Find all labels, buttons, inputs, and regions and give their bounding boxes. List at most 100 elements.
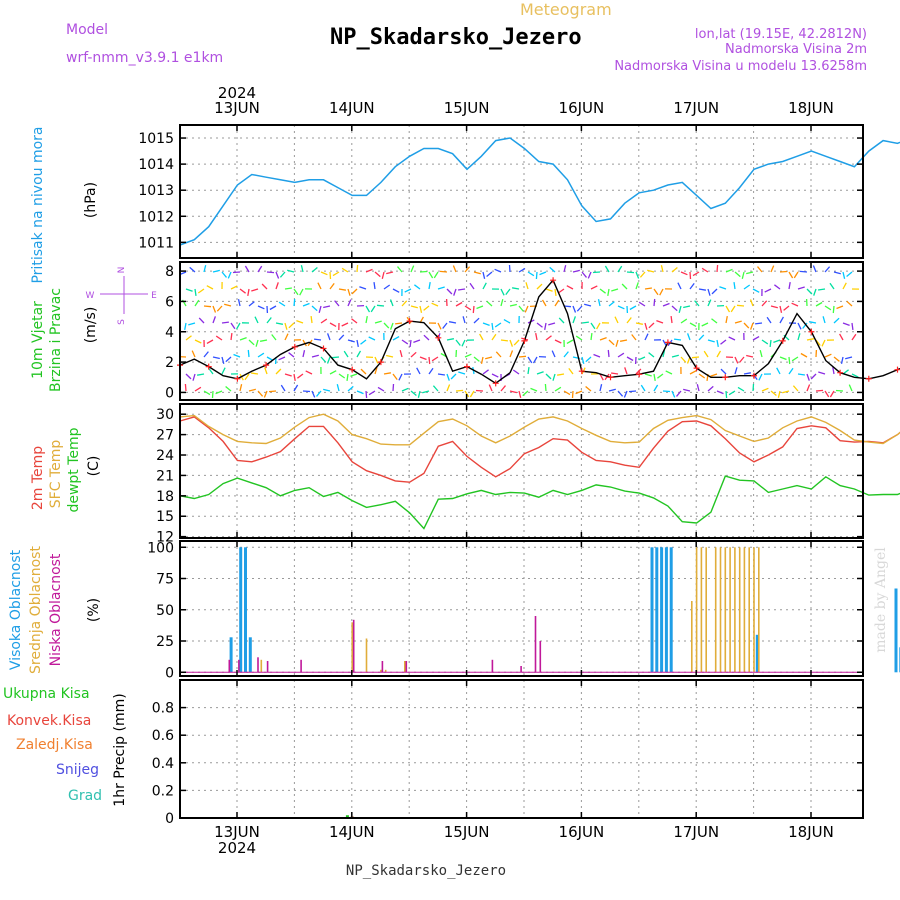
cloud-unit: (%) — [86, 598, 102, 622]
wind-marker — [320, 345, 327, 352]
wind-barb — [541, 299, 547, 307]
wind-barb — [617, 390, 624, 397]
wind-barb — [842, 322, 850, 327]
wind-barb — [278, 356, 286, 361]
wind-barb — [491, 322, 494, 330]
wind-barb — [203, 351, 209, 358]
cloud-bar — [257, 657, 259, 673]
wind-barb — [707, 288, 711, 296]
wind-barb — [184, 383, 187, 392]
wind-barb — [368, 336, 376, 341]
wind-barb — [626, 271, 635, 274]
wind-barb — [536, 322, 543, 328]
wind-barb — [431, 302, 439, 307]
wind-barb — [347, 299, 352, 307]
pressure-ylabel: Pritisak na nivou mora — [30, 126, 46, 283]
wind-barb — [476, 305, 484, 310]
wind-marker — [234, 375, 241, 382]
wind-barb — [851, 322, 854, 330]
wind-barb — [370, 305, 376, 313]
cloud-mid-label: Srednja Oblacnost — [28, 546, 44, 674]
wind-barb — [194, 288, 197, 296]
wind-barb — [635, 368, 642, 375]
wind-barb — [413, 339, 421, 344]
wind-barb — [813, 288, 817, 296]
top-day-label: 16JUN — [559, 99, 605, 117]
wind-barb — [793, 271, 799, 279]
wind-barb — [689, 271, 692, 280]
wind-barb — [239, 336, 247, 341]
wind-barb — [554, 288, 557, 296]
wind-barb — [296, 319, 304, 324]
wind-barb — [360, 368, 367, 375]
wind-barb — [365, 305, 371, 313]
wind-barb — [647, 269, 655, 273]
wind-barb — [587, 271, 592, 279]
wind-barb — [482, 369, 489, 375]
dewpt-label: dewpt Temp — [66, 427, 82, 512]
wind-barb — [494, 322, 502, 328]
wind-marker — [349, 366, 356, 373]
cloud-bar — [691, 601, 693, 673]
wind-barb — [707, 339, 715, 343]
wind-barb — [657, 373, 664, 379]
wind-barb — [728, 390, 736, 396]
wind-barb — [548, 322, 556, 326]
wind-barb — [815, 301, 823, 307]
wind-marker — [894, 366, 900, 373]
y-tick-label: 2 — [165, 355, 174, 371]
wind-barb — [389, 299, 394, 307]
wind-barb — [752, 336, 760, 341]
wind-barb — [473, 271, 481, 275]
wind-barb — [779, 316, 784, 324]
wind-barb — [660, 265, 664, 273]
wind-barb — [513, 339, 520, 346]
bottom-day-label: 18JUN — [788, 823, 834, 841]
wind-barb — [512, 369, 520, 375]
wind-barb — [746, 271, 754, 275]
wind-barb — [455, 301, 463, 307]
wind-unit: (m/s) — [83, 307, 99, 344]
cloud-bar — [748, 547, 750, 673]
cloud-bar — [695, 547, 698, 673]
cloud-bar — [724, 547, 727, 673]
bottom-day-label: 15JUN — [444, 823, 490, 841]
wind-barb — [566, 339, 574, 344]
wind-barb — [572, 269, 580, 273]
wind-barb — [248, 339, 255, 346]
wind-barb — [788, 367, 794, 375]
wind-ylabel-1: 10m Vjetar — [30, 301, 46, 379]
wind-barb — [779, 356, 787, 361]
wind-barb — [611, 372, 619, 375]
wind-barb — [701, 267, 709, 273]
wind-barb — [347, 385, 354, 392]
wind-barb — [275, 322, 284, 325]
wind-barb — [639, 271, 646, 278]
wind-barb — [494, 268, 502, 273]
wind-barb — [835, 389, 844, 392]
wind-barb — [725, 305, 731, 313]
wind-barb — [386, 354, 394, 358]
wind-barb — [691, 356, 700, 359]
wind-barb — [206, 339, 214, 344]
wind-barb — [416, 367, 421, 375]
wind-barb — [293, 288, 299, 296]
wind-barb — [508, 264, 511, 273]
wind-barb — [326, 333, 331, 341]
wind-barb — [701, 322, 709, 327]
cloud-bar — [655, 547, 659, 673]
wind-barb — [446, 338, 455, 341]
wind-barb — [216, 305, 223, 312]
wind-barb — [446, 288, 453, 295]
y-tick-label: 4 — [165, 325, 174, 341]
wind-barb — [293, 384, 299, 392]
wind-barb — [635, 271, 640, 279]
temp-unit: (C) — [86, 456, 102, 477]
wind-barb — [797, 373, 805, 376]
wind-barb — [317, 282, 322, 290]
wind-barb — [346, 373, 349, 381]
wind-barb — [266, 271, 275, 274]
wind-barb — [626, 317, 632, 324]
wind-barb — [518, 305, 524, 312]
wind-barb — [212, 305, 217, 313]
